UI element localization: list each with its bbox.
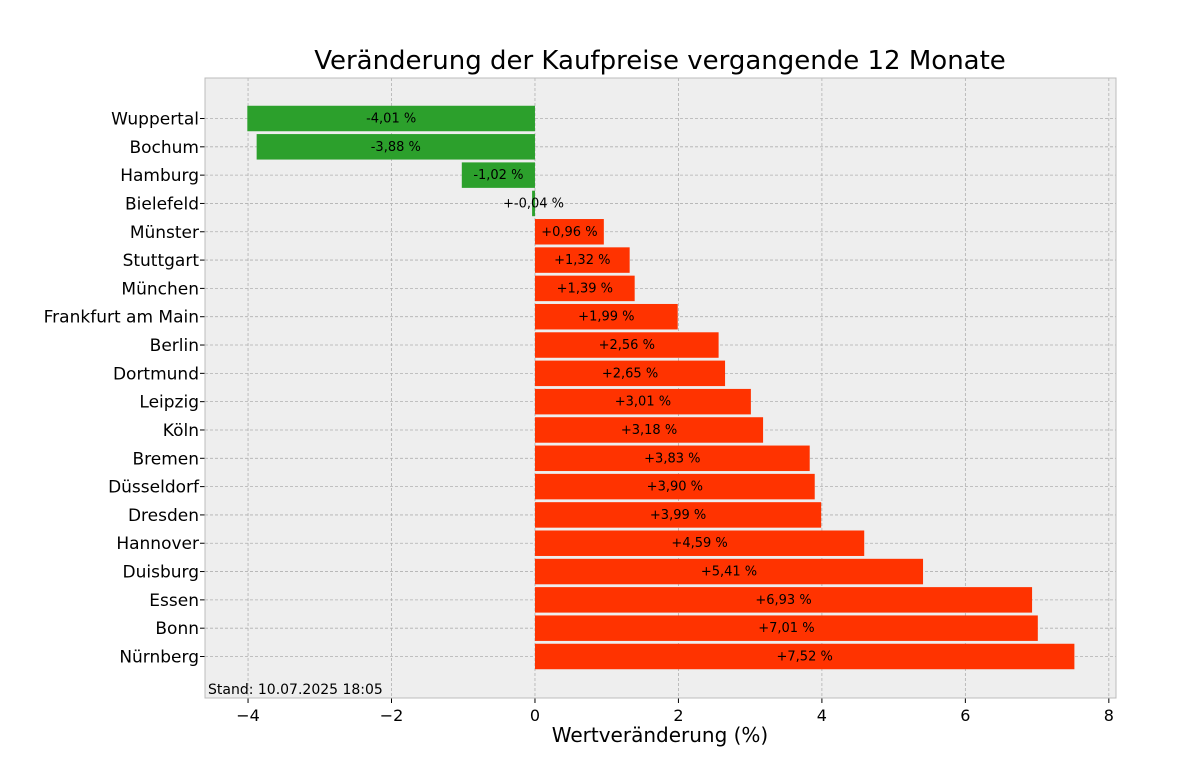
- data-label: +2,65 %: [602, 366, 658, 381]
- bar-essen: [534, 587, 1033, 613]
- category-label: München: [121, 279, 199, 299]
- timestamp-footnote: Stand: 10.07.2025 18:05: [208, 682, 383, 698]
- bar-berlin: [534, 332, 719, 358]
- category-label: Köln: [163, 421, 199, 441]
- bar-bremen: [534, 445, 810, 472]
- x-axis-label: Wertveränderung (%): [552, 723, 769, 747]
- bar-hannover: [534, 530, 865, 556]
- data-label: +1,99 %: [578, 310, 634, 325]
- category-label: Bielefeld: [125, 194, 199, 214]
- category-label: Münster: [130, 223, 199, 243]
- category-label: Essen: [149, 591, 199, 611]
- bar-düsseldorf: [534, 473, 815, 500]
- chart-title: Veränderung der Kaufpreise vergangende 1…: [314, 46, 1006, 76]
- data-label: +3,99 %: [650, 508, 706, 523]
- bar-bonn: [534, 615, 1038, 641]
- x-tick-label: 8: [1104, 706, 1114, 725]
- category-label: Stuttgart: [123, 251, 200, 271]
- data-label: +2,56 %: [599, 338, 655, 353]
- category-label: Hamburg: [120, 166, 199, 186]
- bar-bielefeld: [532, 190, 535, 217]
- data-label: +7,01 %: [758, 621, 814, 636]
- x-tick-label: 2: [673, 706, 683, 725]
- category-label: Bonn: [155, 619, 199, 639]
- data-label: +6,93 %: [755, 593, 811, 608]
- data-label: -4,01 %: [366, 112, 416, 127]
- category-label: Berlin: [150, 336, 199, 356]
- bar-münchen: [534, 275, 635, 302]
- category-label: Dresden: [128, 506, 199, 526]
- data-label: +3,01 %: [615, 395, 671, 410]
- category-label: Düsseldorf: [108, 478, 200, 498]
- data-label: -3,88 %: [371, 140, 421, 155]
- bar-leipzig: [534, 388, 751, 415]
- category-label: Nürnberg: [119, 648, 199, 668]
- category-label: Frankfurt am Main: [44, 308, 199, 328]
- data-label: -1,02 %: [473, 168, 523, 183]
- bar-frankfurt-am-main: [534, 303, 678, 330]
- x-tick-label: −4: [236, 706, 260, 725]
- x-axis-ticks: −4 −2 0 2 4 6 8: [236, 698, 1114, 725]
- bar-hamburg: [461, 162, 535, 188]
- bar-bochum: [256, 134, 535, 160]
- bar-duisburg: [534, 558, 924, 585]
- category-label: Dortmund: [113, 364, 199, 384]
- bar-wuppertal: [247, 105, 535, 132]
- category-label: Duisburg: [123, 563, 200, 583]
- bar-dortmund: [534, 360, 726, 387]
- x-tick-label: −2: [380, 706, 404, 725]
- bar-stuttgart: [534, 247, 630, 273]
- data-label: +1,32 %: [554, 253, 610, 268]
- x-tick-label: 4: [817, 706, 827, 725]
- x-tick-label: 0: [530, 706, 540, 725]
- data-label: +3,18 %: [621, 423, 677, 438]
- data-label: +1,39 %: [557, 281, 613, 296]
- bar-nürnberg: [534, 643, 1075, 670]
- data-label: +4,59 %: [671, 536, 727, 551]
- category-label: Bremen: [132, 449, 199, 469]
- plot-frame: [204, 77, 1117, 699]
- data-label: +0,96 %: [541, 225, 597, 240]
- x-tick-label: 6: [960, 706, 970, 725]
- data-label: +7,52 %: [777, 650, 833, 665]
- data-label: +5,41 %: [701, 565, 757, 580]
- y-axis-ticks: Wuppertal Bochum Hamburg Bielefeld Münster St…: [44, 110, 205, 668]
- category-label: Leipzig: [139, 393, 199, 413]
- bar-köln: [534, 417, 764, 443]
- data-label: +3,83 %: [644, 451, 700, 466]
- data-label: +-0,04 %: [503, 196, 564, 211]
- data-label: +3,90 %: [647, 480, 703, 495]
- data-labels: -4,01 % -3,88 % -1,02 % +-0,04 % +0,96 % +1,3…: [366, 112, 833, 665]
- category-label: Wuppertal: [111, 110, 199, 130]
- bar-münster: [534, 219, 604, 245]
- category-label: Hannover: [116, 534, 199, 554]
- bars: [247, 105, 1075, 670]
- category-label: Bochum: [129, 138, 199, 158]
- bar-dresden: [534, 502, 822, 528]
